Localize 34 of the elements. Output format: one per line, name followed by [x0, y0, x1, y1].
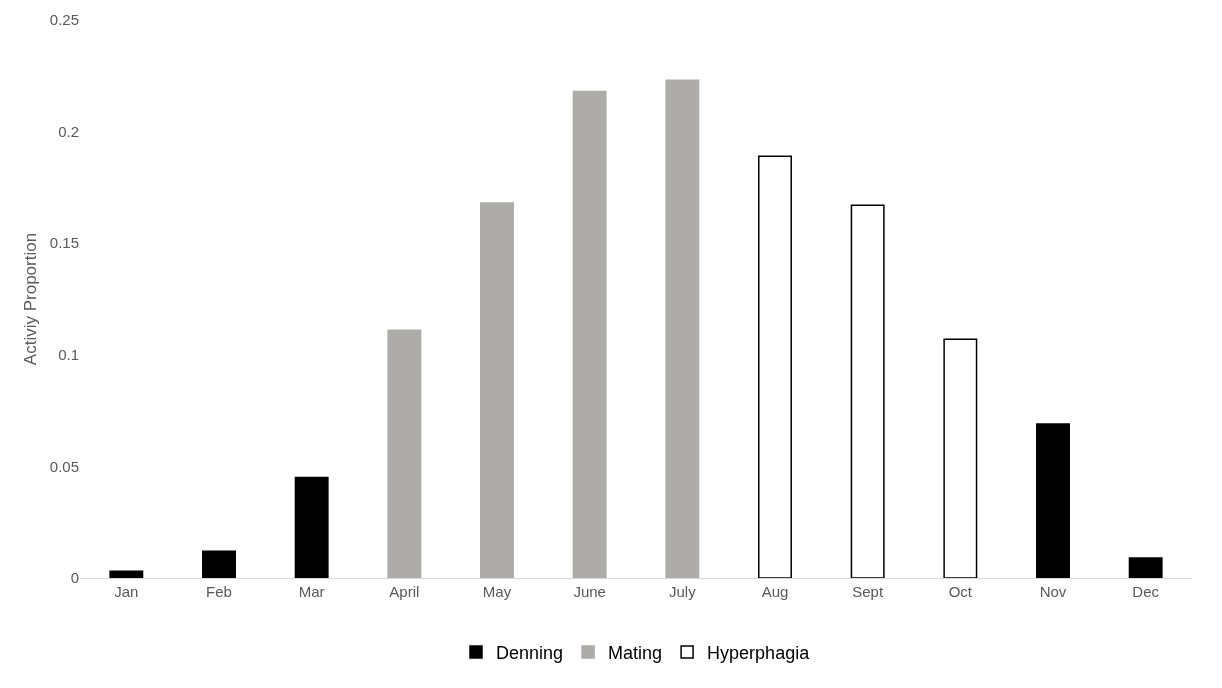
bar [387, 329, 422, 578]
bar [1128, 557, 1163, 578]
x-tick-label: Mar [298, 583, 325, 600]
bar [850, 204, 885, 578]
x-tick-label: Oct [948, 583, 973, 600]
y-axis-title: Activiy Proportion [21, 232, 40, 366]
x-tick-label: June [573, 583, 606, 600]
legend-label: Hyperphagia [707, 643, 811, 664]
y-tick-label: 0.2 [58, 122, 79, 140]
bar [294, 476, 329, 578]
x-tick-label: Sept [852, 583, 884, 600]
x-tick-label: May [482, 583, 512, 600]
bar [202, 550, 236, 578]
x-tick-label: Feb [206, 583, 232, 600]
bar [1036, 423, 1070, 578]
bar [943, 338, 978, 578]
y-tick-label: 0.25 [49, 11, 79, 29]
legend-label: Mating [608, 643, 663, 664]
x-tick-label: Aug [761, 583, 789, 600]
bar [572, 90, 607, 578]
y-tick-label: 0.15 [49, 234, 79, 252]
bar [758, 155, 792, 578]
y-tick-label: 0.1 [58, 346, 79, 364]
bar [480, 202, 514, 578]
x-tick-label: July [668, 583, 697, 600]
x-tick-label: Jan [114, 583, 139, 600]
legend-label: Denning [496, 643, 564, 664]
x-tick-label: Dec [1132, 583, 1160, 600]
bar [665, 79, 700, 578]
bar [109, 570, 144, 578]
x-tick-label: April [389, 583, 420, 600]
y-tick-label: 0 [70, 569, 79, 587]
y-tick-label: 0.05 [49, 457, 79, 475]
x-tick-label: Nov [1039, 583, 1067, 600]
